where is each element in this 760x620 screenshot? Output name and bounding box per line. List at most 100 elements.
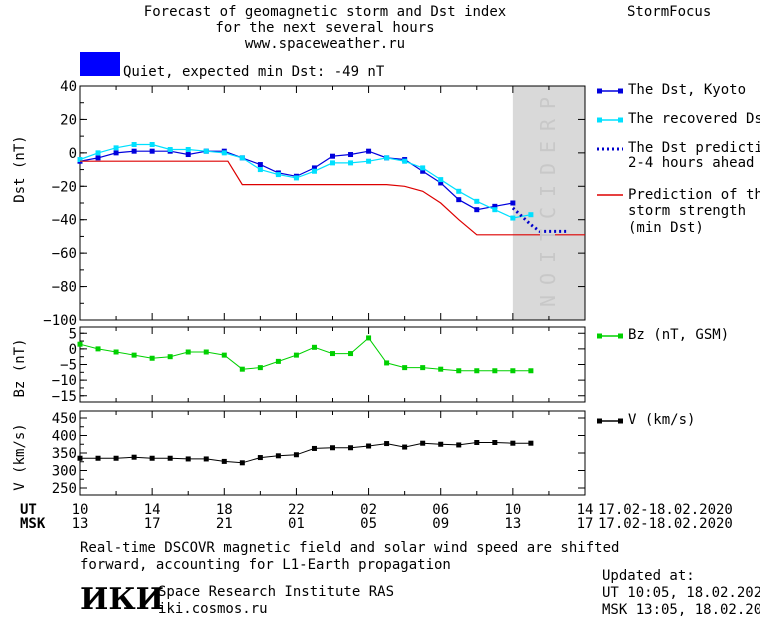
data-point [311,165,317,171]
y-tick-label: −100 [43,313,77,329]
brand-label: StormFocus [627,4,712,20]
prediction-letter: E [536,141,560,153]
data-note-line-1: Real-time DSCOVR magnetic field and sola… [80,540,620,556]
data-point [239,460,245,466]
data-point [257,162,263,168]
institute-site-link[interactable]: iki.cosmos.ru [158,601,268,617]
data-point [311,445,317,451]
data-point [149,148,155,154]
data-point [95,346,101,352]
y-tick-label: 20 [60,112,77,128]
msk-tick-label: 09 [432,516,449,532]
prediction-letter: D [536,163,560,175]
series-line [79,143,532,219]
data-point [510,440,516,446]
data-point [438,441,444,447]
data-point [420,165,426,171]
prediction-zone [512,86,585,320]
ut-tick-label: 18 [216,502,233,518]
prediction-letter: T [536,229,560,241]
ut-axis-label: UT [20,502,37,518]
series-line [79,150,514,211]
data-point [113,349,119,355]
msk-tick-label: 17 [577,516,594,532]
y-tick-label: −15 [52,389,77,405]
y-tick-label: −80 [52,280,77,296]
data-point [492,368,498,374]
data-point [330,445,335,451]
status-color-swatch [80,52,120,76]
data-point [113,145,119,151]
legend-marker [618,88,623,94]
updated-ut: UT 10:05, 18.02.2020 [602,585,760,601]
data-point [239,366,245,372]
data-point [149,355,155,361]
data-point [366,443,372,449]
data-point [348,445,354,451]
data-point [528,440,534,446]
series-line [80,160,585,236]
y-tick-label: 250 [52,481,77,497]
ut-tick-label: 14 [144,502,161,518]
legend-storm-strength-line-1: Prediction of the [628,187,760,203]
data-point [438,177,444,183]
y-axis-label: V (km/s) [12,423,28,490]
legend-marker [618,418,623,424]
y-tick-label: 0 [69,342,77,358]
prediction-letter: R [536,118,560,131]
data-point [113,455,119,461]
prediction-letter: P [536,97,560,109]
msk-tick-label: 21 [216,516,233,532]
data-point [384,155,390,161]
y-tick-label: −5 [60,358,77,374]
data-point [348,160,354,166]
data-point [95,150,101,156]
panel-frame [79,326,586,403]
msk-tick-label: 01 [288,516,305,532]
panel-frame [79,410,586,496]
data-point [510,215,516,221]
data-point [438,366,444,372]
title-website-link[interactable]: www.spaceweather.ru [244,36,406,52]
data-point [221,458,227,464]
data-point [402,158,408,164]
ut-tick-label: 06 [432,502,449,518]
y-tick-label: 450 [52,411,77,427]
data-point [185,152,191,158]
data-point [528,212,534,218]
data-point [366,158,372,164]
data-point [77,157,83,163]
y-tick-label: 0 [69,146,77,162]
y-tick-label: 40 [60,79,77,95]
legend-storm-strength-line-2: storm strength [628,203,747,219]
data-point [203,349,209,355]
data-point [167,455,173,461]
data-point [420,365,426,371]
legend-storm-strength-line-3: (min Dst) [628,220,704,236]
data-point [149,142,155,147]
legend-marker [597,418,602,424]
data-point [492,440,498,445]
data-point [311,168,317,174]
data-point [95,455,101,461]
data-point [167,354,173,360]
legend-dst-recovered: The recovered Dst [628,111,760,127]
msk-tick-label: 05 [360,516,377,532]
data-point [492,203,498,209]
legend-dst-kyoto: The Dst, Kyoto [628,82,747,98]
data-point [384,441,390,447]
data-point [348,351,354,357]
title-line-1: Forecast of geomagnetic storm and Dst in… [143,4,507,20]
data-point [366,335,372,341]
y-tick-label: −60 [52,246,77,262]
legend-bz: Bz (nT, GSM) [628,327,730,343]
prediction-letter: C [536,207,560,219]
data-point [330,351,335,357]
data-point [456,442,462,448]
data-point [348,152,354,158]
legend-dst-prediction-line-1: The Dst prediction [628,140,760,156]
y-tick-label: 350 [52,446,77,462]
ut-tick-label: 10 [504,502,521,518]
data-point [275,358,281,364]
legend-marker [597,88,602,94]
